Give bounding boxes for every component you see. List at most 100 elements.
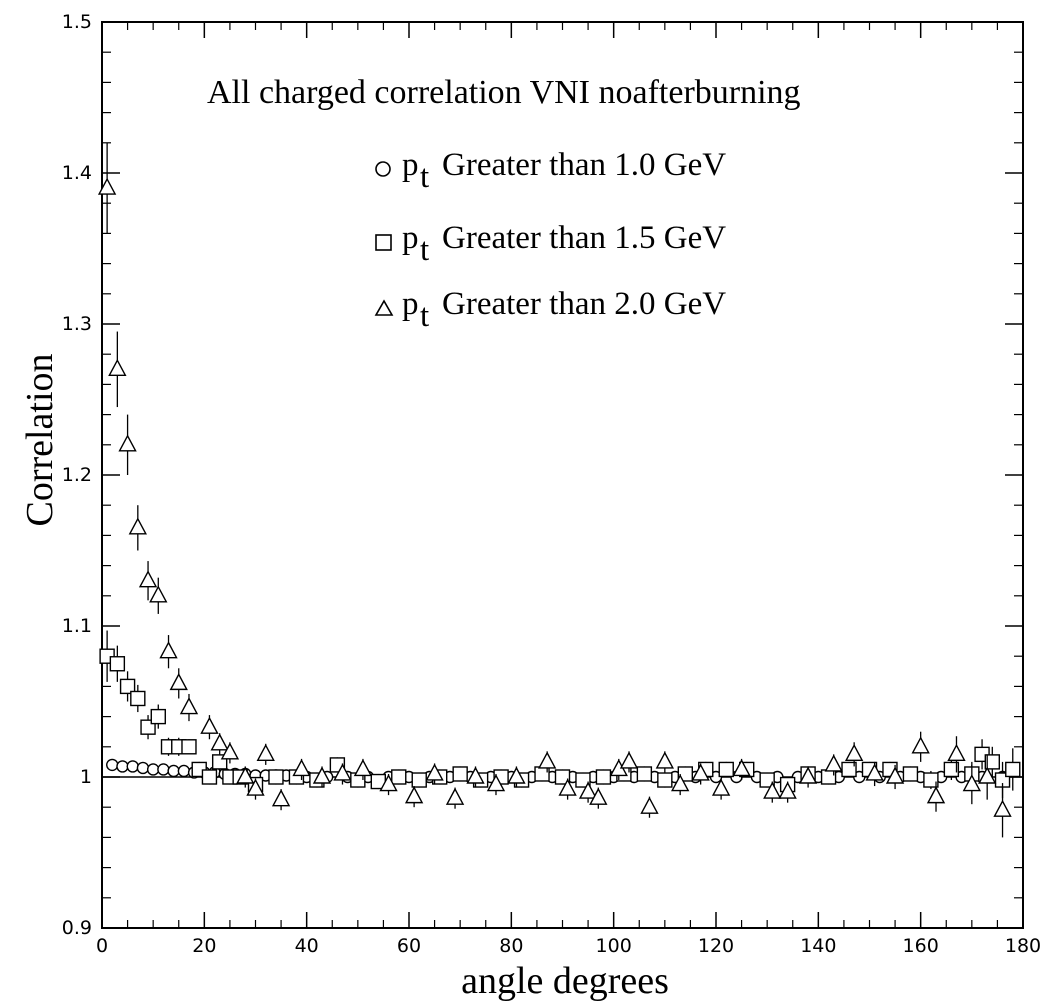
y-tick-label: 1.1 [62,615,92,637]
y-tick-label: 0.9 [62,917,92,939]
square-point [411,772,427,788]
circle-point [157,763,170,776]
triangle-point [947,743,966,762]
legend-subscript-2: t [420,232,429,268]
x-tick-label: 120 [698,935,734,957]
legend-item-triangle: p t Greater than 2.0 GeV [374,286,726,334]
triangle-point [578,781,598,799]
legend-prefix-2: p [402,220,419,256]
square-point [181,739,197,755]
square-point [657,772,673,788]
circle-point [146,763,160,776]
triangle-point [507,766,526,784]
triangle-point [589,787,608,805]
triangle-point [246,778,265,796]
triangle-point [236,766,255,784]
square-point [923,772,939,788]
triangle-point [926,786,946,804]
triangle-point [978,766,997,784]
legend-prefix-3: p [402,286,419,322]
triangle-point [333,763,352,781]
circle-point [126,760,139,773]
triangle-point [404,786,424,804]
triangle-point [763,781,782,799]
triangle-point [353,758,373,777]
x-tick-label: 20 [192,935,216,957]
triangle-point [379,774,398,792]
triangle-point [732,758,751,777]
y-axis-ticks: 0.9 1 1.1 1.2 1.3 1.4 1.5 [62,11,1023,939]
triangle-point [537,751,557,769]
x-tick-label: 100 [596,935,632,957]
circle-point [106,758,119,772]
square-point [575,772,591,788]
triangle-point [993,799,1012,817]
triangle-point [671,774,690,792]
x-tick-label: 180 [1005,935,1041,957]
triangle-point [798,766,818,784]
y-tick-label: 1 [80,766,92,788]
series-square [99,630,1021,799]
triangle-point [655,751,674,769]
square-point [391,769,407,785]
triangle-point [118,434,137,452]
triangle-point [138,570,158,588]
x-tick-label: 60 [397,935,421,957]
legend-subscript-1: t [420,159,429,195]
square-point [759,772,775,788]
legend-label-3: Greater than 2.0 GeV [442,286,726,322]
triangle-point [149,585,168,603]
data-marks [97,142,1021,838]
triangle-point [691,763,710,781]
triangle-point [619,751,639,769]
x-axis-title: angle degrees [461,960,669,1002]
legend-label-1: Greater than 1.0 GeV [442,147,726,183]
x-tick-label: 140 [800,935,836,957]
square-point [130,690,146,707]
y-tick-label: 1.4 [62,162,92,184]
y-tick-label: 1.3 [62,313,92,335]
square-point [841,761,857,778]
triangle-point [445,787,465,805]
circle-point [167,764,180,778]
legend-circle-marker [375,161,391,177]
square-point [268,769,284,785]
square-point [595,769,612,785]
legend: p t Greater than 1.0 GeV p t Greater tha… [374,147,726,334]
triangle-point [256,743,275,762]
triangle-point [865,763,884,781]
circle-point [177,764,191,778]
legend-square-marker [375,234,392,251]
legend-item-square: p t Greater than 1.5 GeV [375,220,726,268]
legend-triangle-marker [374,299,394,316]
square-point [902,766,919,782]
square-point [1005,761,1021,778]
x-tick-label: 40 [295,935,319,957]
triangle-point [824,754,843,772]
triangle-point [312,766,332,784]
triangle-point [200,716,219,734]
triangle-point [97,177,117,195]
square-point [636,766,653,782]
triangle-point [640,796,659,814]
y-tick-label: 1.5 [62,11,92,33]
chart-title: All charged correlation VNI noafterburni… [207,74,801,111]
triangle-point [210,733,229,751]
triangle-point [292,758,311,777]
square-point [984,754,1000,770]
x-tick-label: 0 [96,935,108,957]
triangle-point [169,672,188,691]
square-point [119,678,136,695]
triangle-point [558,778,577,796]
triangle-point [466,766,485,784]
x-tick-label: 160 [903,935,939,957]
legend-item-circle: p t Greater than 1.0 GeV [375,147,726,195]
triangle-point [962,774,981,792]
x-tick-label: 80 [499,935,523,957]
square-point [554,769,571,785]
triangle-point [179,697,199,715]
y-axis-title: Correlation [19,353,61,526]
x-axis-ticks: 0 20 40 60 80 100 120 140 160 180 [96,22,1041,957]
triangle-point [486,774,506,792]
